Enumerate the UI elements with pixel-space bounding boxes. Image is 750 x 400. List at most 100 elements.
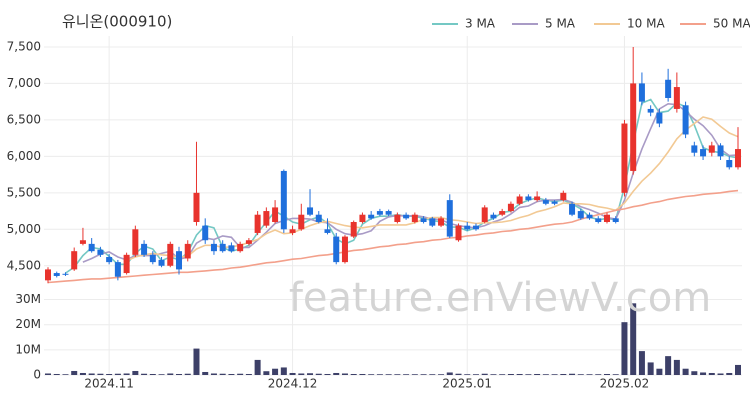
candle-body	[638, 83, 645, 102]
candle-body	[228, 245, 235, 252]
volume-bar	[289, 372, 296, 375]
candle-body	[446, 200, 453, 237]
candle-body	[420, 218, 427, 222]
candle-body	[665, 79, 672, 98]
candle-body	[272, 207, 279, 222]
candle-body	[97, 249, 104, 255]
candle-body	[726, 160, 733, 168]
candle-body	[577, 211, 584, 219]
candle-body	[307, 207, 314, 215]
y-tick-label: 7,500	[7, 39, 41, 53]
volume-bar	[621, 322, 628, 375]
candle-body	[455, 225, 462, 241]
volume-bar	[106, 373, 113, 375]
candle-body	[263, 211, 270, 226]
volume-bar	[88, 373, 95, 375]
volume-bar	[114, 373, 121, 375]
volume-bar	[656, 368, 663, 375]
volume-bar	[455, 373, 462, 375]
volume-bar	[79, 372, 86, 375]
x-tick-label: 2025.02	[600, 377, 650, 391]
volume-bar	[464, 374, 471, 375]
x-tick-label: 2024.12	[268, 377, 318, 391]
volume-bar	[673, 359, 680, 375]
volume-bar	[193, 348, 200, 375]
volume-bar	[665, 356, 672, 375]
volume-bar	[341, 373, 348, 375]
volume-bar	[324, 373, 331, 375]
candle-body	[45, 269, 51, 281]
y-tick-label: 5,000	[7, 222, 41, 236]
candle-body	[560, 192, 567, 201]
volume-bar	[516, 373, 523, 375]
candle-body	[717, 145, 724, 157]
volume-bar	[237, 373, 244, 375]
volume-bar	[97, 373, 104, 375]
candle-body	[603, 214, 610, 222]
volume-bar	[507, 373, 514, 375]
volume-tick-label: 10M	[15, 342, 41, 356]
candle-body	[612, 218, 619, 222]
volume-bar	[490, 374, 497, 375]
volume-bar	[612, 374, 619, 375]
candle-body	[385, 211, 392, 215]
volume-tick-label: 20M	[15, 317, 41, 331]
candle-body	[534, 196, 541, 201]
candle-body	[359, 214, 366, 222]
candle-body	[595, 218, 602, 222]
candle-body	[525, 196, 532, 201]
volume-bar	[272, 368, 279, 375]
candle-body	[167, 243, 174, 266]
volume-bar	[534, 373, 541, 375]
volume-bar	[149, 373, 156, 375]
candle-body	[673, 87, 680, 109]
volume-bar	[735, 364, 741, 375]
volume-bar	[411, 374, 418, 375]
candle-body	[280, 170, 287, 230]
volume-bar	[717, 373, 724, 375]
volume-bar	[333, 372, 340, 375]
y-tick-label: 6,000	[7, 149, 41, 163]
candle-body	[700, 149, 707, 157]
volume-bar	[682, 368, 689, 375]
candle-body	[158, 259, 165, 266]
y-tick-label: 4,500	[7, 258, 41, 272]
watermark: feature.enViewV.com	[289, 275, 711, 321]
candle-body	[682, 105, 689, 135]
candle-body	[569, 203, 576, 215]
volume-bar	[254, 359, 261, 375]
volume-bar	[542, 374, 549, 375]
volume-bar	[446, 372, 453, 375]
candle-body	[333, 236, 340, 263]
candle-body	[656, 112, 663, 124]
volume-bar	[368, 374, 375, 375]
chart-title: 유니온(000910)	[62, 13, 172, 31]
candle-body	[202, 225, 209, 241]
volume-bar	[141, 373, 148, 375]
legend-label: 50 MA	[713, 17, 750, 31]
legend-label: 3 MA	[465, 17, 496, 31]
candle-body	[210, 243, 217, 252]
y-tick-label: 6,500	[7, 112, 41, 126]
x-tick-label: 2024.11	[84, 377, 134, 391]
volume-bar	[245, 373, 252, 375]
candle-body	[88, 243, 95, 252]
volume-bar	[638, 351, 645, 375]
ma-line	[82, 102, 739, 263]
volume-bar	[45, 373, 51, 375]
candle-body	[691, 145, 698, 153]
candle-body	[350, 222, 357, 237]
candle-body	[429, 218, 436, 226]
volume-tick-label: 30M	[15, 292, 41, 306]
candle-body	[245, 240, 252, 244]
volume-bar	[569, 373, 576, 375]
volume-bar	[420, 374, 427, 375]
y-tick-label: 5,500	[7, 185, 41, 199]
candle-body	[289, 229, 296, 233]
candle-body	[176, 251, 183, 270]
volume-bar	[298, 373, 305, 375]
volume-bar	[376, 374, 383, 375]
volume-bar	[71, 370, 78, 375]
candle-body	[394, 214, 401, 222]
